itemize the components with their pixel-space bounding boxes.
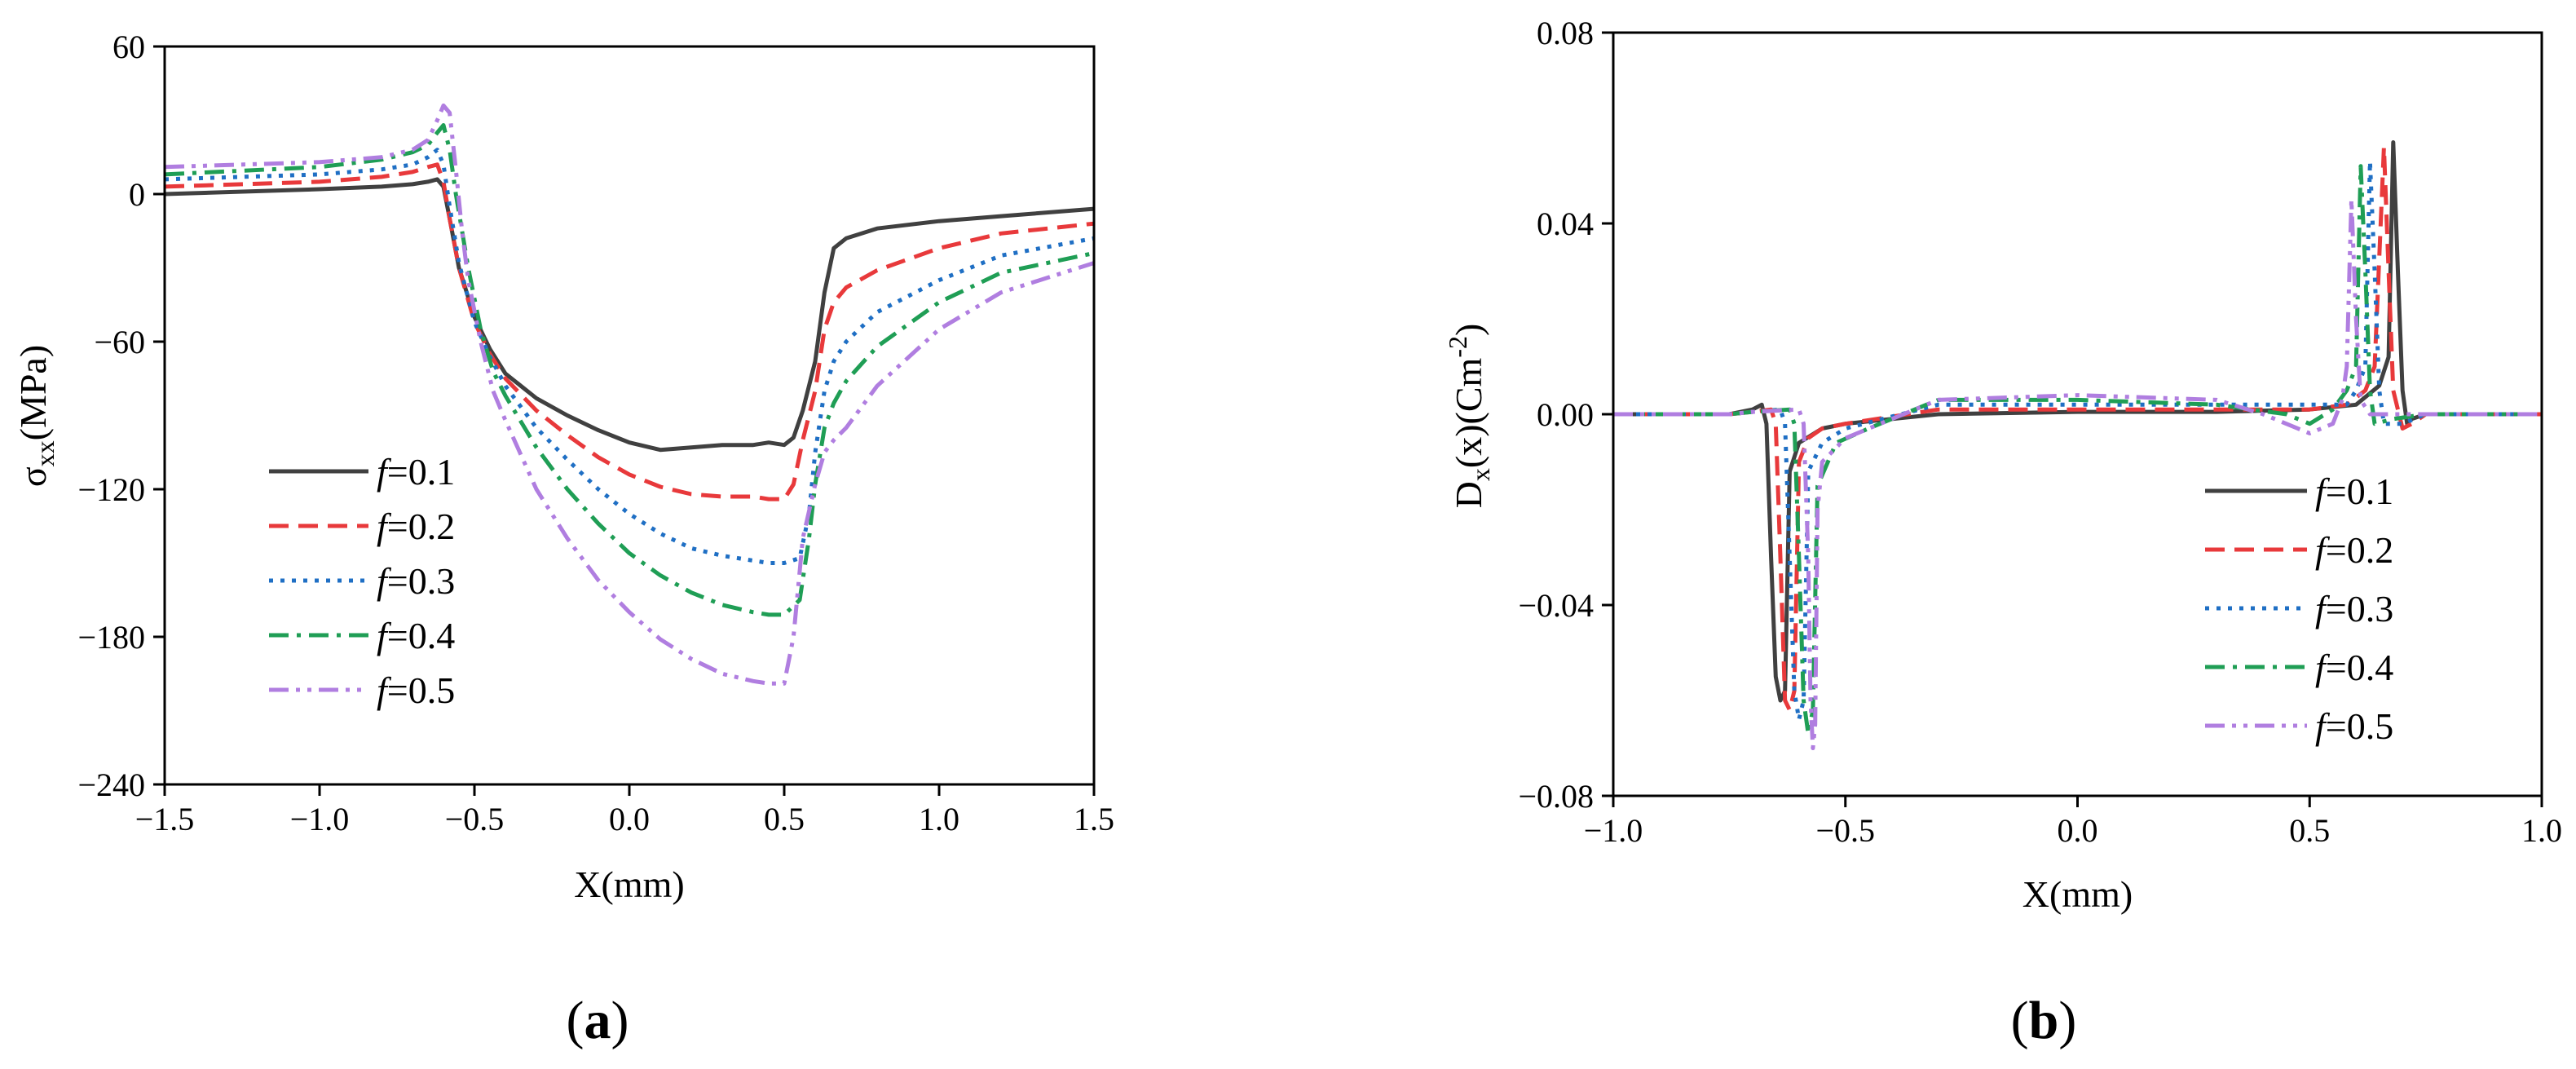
series-line-3 [165,148,1094,565]
x-tick-label: −1.0 [1584,812,1643,849]
y-tick-label: 60 [112,29,145,65]
y-label-main: D [1448,481,1489,508]
x-tick-label: −1.0 [290,801,350,837]
x-tick-label: 1.5 [1074,801,1114,837]
legend-value: =0.2 [387,506,455,547]
x-tick-label: 0.5 [2289,812,2330,849]
legend-label-5: f=0.5 [377,669,455,711]
y-label-superscript: -2 [1443,336,1472,358]
panel-label: (a) [567,991,629,1050]
y-label-subscript: x [1466,468,1495,481]
y-label-main: σ [12,466,54,487]
panel-letter: a [584,991,611,1050]
y-tick-label: 0.04 [1537,205,1594,242]
y-axis-label: Dx(x)(Cm-2) [1443,324,1495,509]
panel-paren-close: ) [2058,991,2076,1050]
series-line-2 [1613,144,2542,713]
series-line-1 [1613,140,2542,703]
series-line-5 [165,103,1094,686]
series-line-1 [165,177,1094,453]
x-tick-label: −1.5 [135,801,195,837]
panel-paren-close: ) [611,991,629,1050]
series-group [165,103,1094,686]
legend-value: =0.2 [2326,529,2393,571]
legend-label-5: f=0.5 [2315,705,2393,747]
legend: f=0.1 f=0.2 f=0.3 f=0.4 f=0.5 [269,451,455,711]
plot-frame [163,45,1096,786]
legend-value: =0.3 [2326,588,2393,629]
x-tick-label: −0.5 [445,801,505,837]
y-tick-label: −120 [77,471,145,508]
panel-paren-open: ( [567,991,584,1050]
legend-label-3: f=0.3 [2315,588,2393,629]
x-axis-label: X(mm) [2022,873,2133,915]
y-tick-label: 0.08 [1537,15,1594,51]
legend-value: =0.1 [2326,470,2393,512]
legend-label-2: f=0.2 [377,506,455,547]
y-tick-label: −180 [77,619,145,656]
legend-value: =0.1 [387,451,455,493]
y-label-end: ) [1448,324,1489,336]
y-label-subscript: xx [30,440,60,466]
y-tick-label: 0 [129,176,145,213]
x-tick-label: 1.0 [2521,812,2562,849]
series-group [1613,140,2542,750]
chart-panel-b: −1.0 −0.5 0.0 0.5 1.0 0.08 0.04 0.00 −0.04 −0.08 X… [1443,15,2562,1050]
y-label-rest: (MPa) [12,345,54,441]
legend-label-1: f=0.1 [2315,470,2393,512]
x-tick-label: 1.0 [919,801,959,837]
panel-paren-open: ( [2011,991,2029,1050]
legend-label-4: f=0.4 [2315,647,2393,688]
chart-panel-a: −1.5 −1.0 −0.5 0.0 0.5 1.0 1.5 60 0 −60 −120 −180 −2… [12,29,1114,1050]
legend-value: =0.4 [2326,647,2393,688]
plot-frame [1612,31,2543,797]
y-tick-label: −0.08 [1518,778,1594,815]
y-tick-label: −60 [94,324,145,360]
legend-value: =0.4 [387,615,455,656]
legend: f=0.1 f=0.2 f=0.3 f=0.4 f=0.5 [2205,470,2393,747]
x-axis-label: X(mm) [574,864,684,905]
panel-label: (b) [2011,991,2077,1050]
legend-value: =0.5 [387,669,455,711]
series-line-4 [1613,164,2542,736]
legend-label-4: f=0.4 [377,615,455,656]
y-label-mid: (x)(Cm [1448,357,1489,468]
y-tick-label: 0.00 [1537,396,1594,433]
legend-value: =0.3 [387,560,455,602]
x-tick-label: 0.5 [764,801,805,837]
y-tick-label: −240 [77,766,145,803]
legend-label-1: f=0.1 [377,451,455,493]
y-tick-label: −0.04 [1518,587,1594,624]
series-line-5 [1613,197,2542,750]
x-tick-label: −0.5 [1815,812,1875,849]
legend-value: =0.5 [2326,705,2393,747]
y-axis-label: σxx(MPa) [12,345,60,487]
panel-letter: b [2029,991,2059,1050]
series-line-4 [165,123,1094,617]
x-tick-label: 0.0 [2058,812,2098,849]
series-line-2 [165,162,1094,501]
x-tick-label: 0.0 [609,801,650,837]
legend-label-2: f=0.2 [2315,529,2393,571]
series-line-3 [1613,159,2542,722]
legend-label-3: f=0.3 [377,560,455,602]
